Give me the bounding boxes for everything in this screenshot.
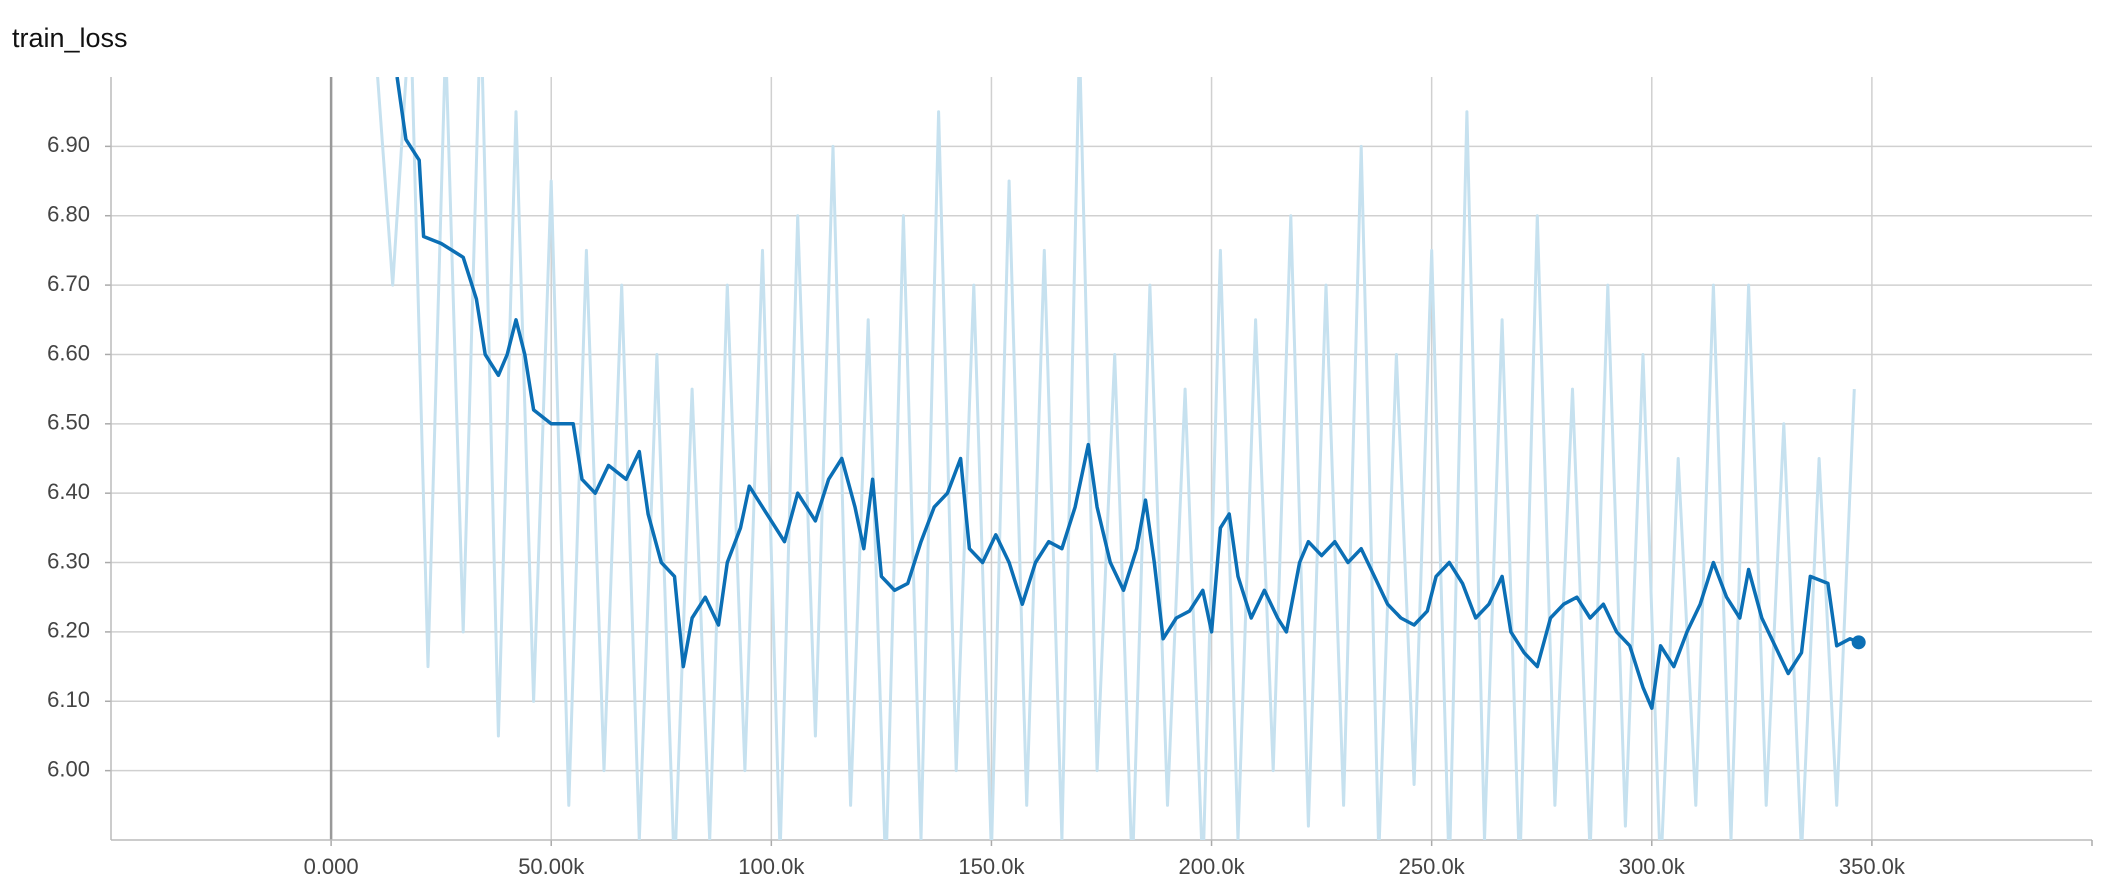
x-tick-label: 0.000 [304, 854, 359, 879]
y-tick-label: 6.00 [47, 756, 90, 781]
y-tick-label: 6.90 [47, 132, 90, 157]
y-tick-label: 6.10 [47, 687, 90, 712]
last-point [1851, 635, 1866, 650]
plot-area [376, 77, 1866, 840]
grid [105, 77, 2093, 846]
y-tick-label: 6.60 [47, 340, 90, 365]
x-tick-label: 150.0k [958, 854, 1025, 879]
y-tick-label: 6.80 [47, 202, 90, 227]
y-tick-label: 6.50 [47, 410, 90, 435]
x-tick-label: 100.0k [738, 854, 805, 879]
x-tick-label: 250.0k [1399, 854, 1466, 879]
axes: 6.00 6.10 6.20 6.30 6.40 6.50 6.60 6.70 6.80 6.90… [47, 132, 1906, 879]
smoothed-line [395, 77, 1860, 710]
raw-line [376, 77, 1856, 840]
y-tick-label: 6.20 [47, 618, 90, 643]
y-tick-label: 6.40 [47, 479, 90, 504]
y-tick-label: 6.70 [47, 271, 90, 296]
x-tick-label: 50.00k [518, 854, 585, 879]
x-tick-label: 300.0k [1619, 854, 1686, 879]
chart-title: train_loss [12, 23, 128, 53]
x-tick-label: 200.0k [1179, 854, 1246, 879]
x-tick-label: 350.0k [1839, 854, 1906, 879]
y-tick-label: 6.30 [47, 548, 90, 573]
